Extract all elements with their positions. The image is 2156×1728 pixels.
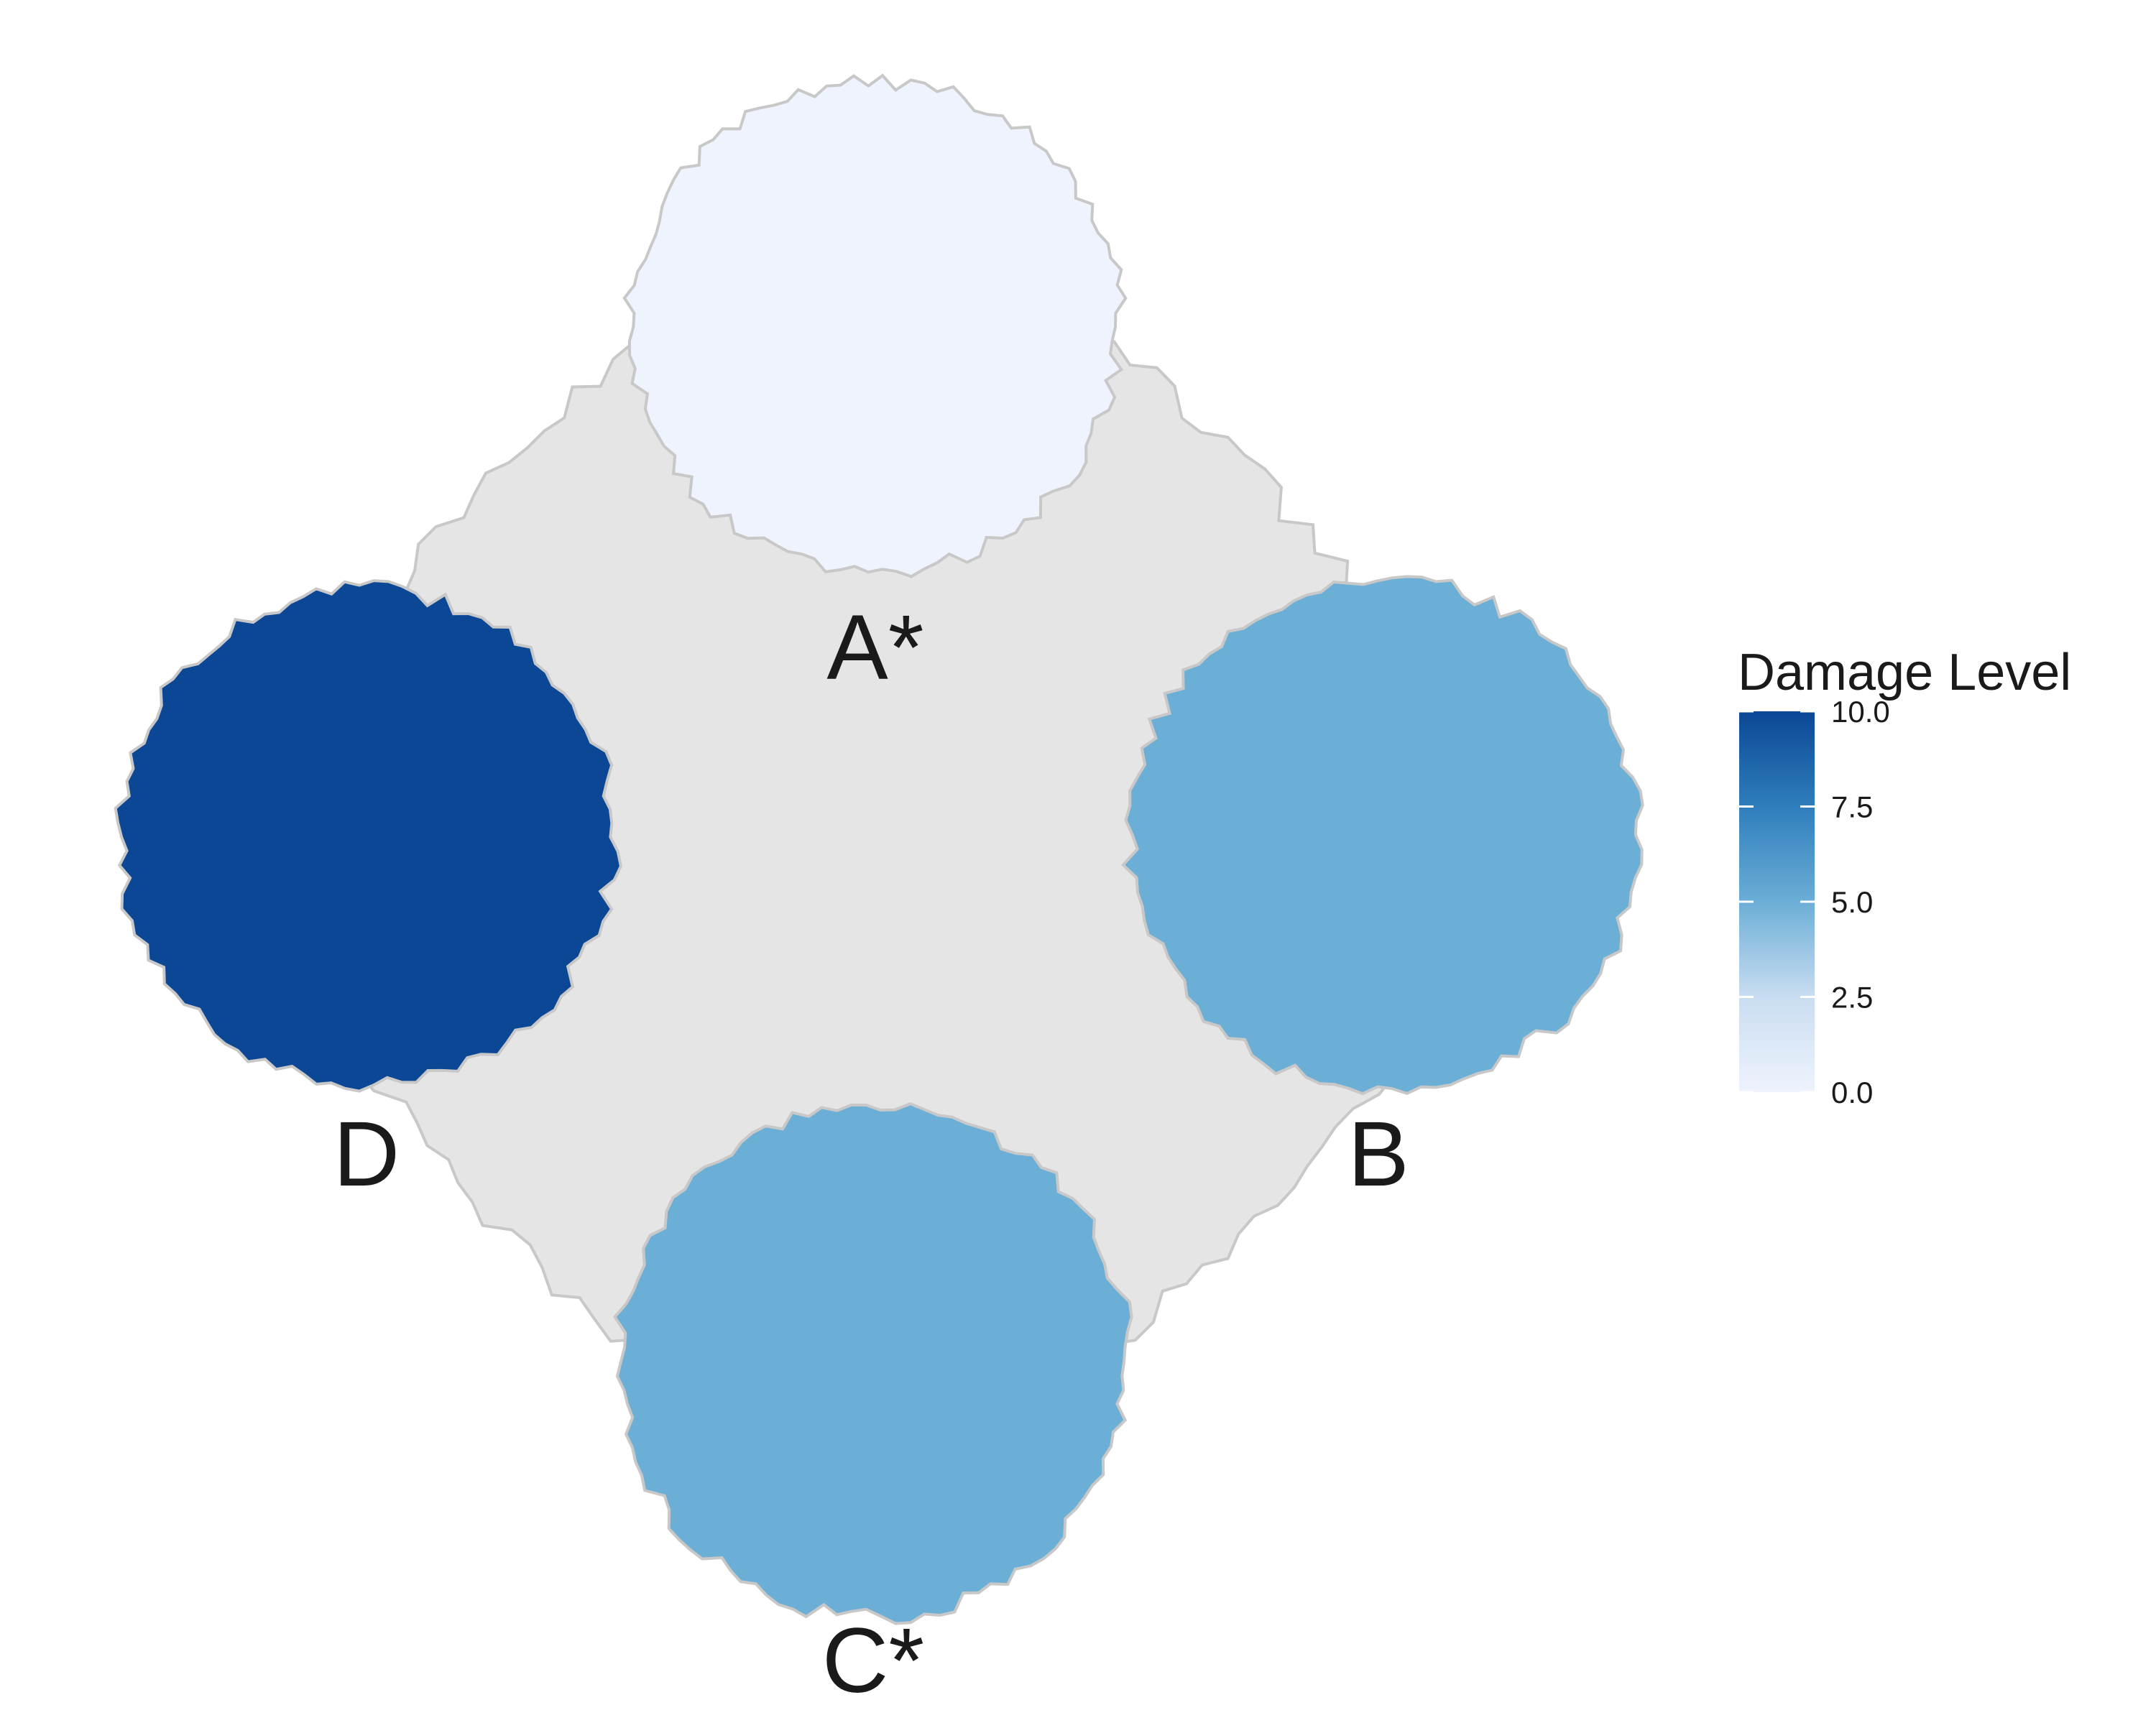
legend-tick-label: 0.0 [1831, 1076, 1873, 1109]
region-label-c-star: C* [822, 1609, 924, 1712]
legend-tick-label: 2.5 [1831, 981, 1873, 1015]
region-b [1121, 575, 1644, 1096]
region-d [114, 579, 622, 1093]
region-label-d: D [333, 1103, 400, 1206]
region-label-b: B [1348, 1103, 1409, 1206]
regions-layer [114, 73, 1644, 1625]
region-c-star [612, 1102, 1133, 1625]
region-labels-layer: A* B C* D [333, 596, 1409, 1712]
legend-tick-label: 10.0 [1831, 695, 1890, 729]
region-a-star [622, 73, 1128, 578]
legend: Damage Level 0.0 2.5 5.0 7.5 10.0 [1738, 644, 2071, 1109]
legend-tick-label: 5.0 [1831, 885, 1873, 919]
legend-title: Damage Level [1738, 644, 2071, 701]
legend-tick-label: 7.5 [1831, 790, 1873, 824]
region-label-a-star: A* [826, 596, 923, 699]
legend-ticks: 0.0 2.5 5.0 7.5 10.0 [1739, 695, 1890, 1109]
